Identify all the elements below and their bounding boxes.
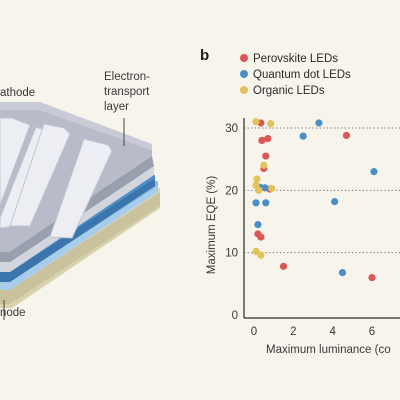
data-point-quantum-dot <box>370 168 378 176</box>
data-point-perovskite <box>258 136 266 145</box>
data-point-quantum-dot <box>338 269 347 277</box>
legend-marker-quantum-dot <box>240 70 248 78</box>
data-point-quantum-dot <box>331 197 339 206</box>
etl-label-line2: transport <box>104 86 150 98</box>
blue-layer-front <box>0 178 155 282</box>
cathode-strip <box>9 123 71 227</box>
data-point-quantum-dot <box>262 199 270 207</box>
y-tick-label: 10 <box>225 248 238 260</box>
data-point-perovskite <box>264 134 272 143</box>
cathode-strip <box>0 117 31 206</box>
y-tick-labels: 0 10 20 30 <box>225 123 238 322</box>
y-axis-title: Maximum EQE (%) <box>206 176 218 275</box>
data-point-quantum-dot <box>254 221 262 229</box>
data-point-perovskite <box>342 131 351 140</box>
anode-label: node <box>0 307 26 319</box>
panel-letter-b: b <box>200 47 209 64</box>
legend-label-perovskite: Perovskite LEDs <box>253 53 338 65</box>
y-tick-label: 20 <box>225 185 238 197</box>
etl-label-line1: Electron- <box>104 71 150 83</box>
legend-label-organic: Organic LEDs <box>253 85 325 97</box>
data-point-organic <box>253 175 261 183</box>
led-stack-diagram <box>0 102 160 320</box>
etl-plate-far-edge <box>0 102 152 150</box>
data-point-quantum-dot <box>299 132 307 140</box>
data-point-quantum-dot <box>252 199 260 207</box>
x-tick-label: 2 <box>290 326 296 338</box>
data-point-organic <box>255 186 263 194</box>
data-point-perovskite <box>279 262 288 270</box>
x-tick-label: 4 <box>329 326 336 338</box>
data-point-organic <box>257 251 265 259</box>
legend-marker-perovskite <box>240 54 248 62</box>
data-point-quantum-dot <box>261 184 269 192</box>
legend-marker-organic <box>240 86 248 94</box>
cathode-strip <box>49 138 113 239</box>
legend: Perovskite LEDs Quantum dot LEDs Organic… <box>240 53 351 97</box>
x-tick-label: 6 <box>369 326 375 338</box>
legend-label-quantum-dot: Quantum dot LEDs <box>253 69 351 81</box>
data-point-perovskite <box>368 274 376 282</box>
data-point-organic <box>252 247 260 256</box>
y-tick-label: 30 <box>225 123 238 135</box>
light-blue-layer-front <box>0 186 158 290</box>
data-point-organic <box>267 120 275 128</box>
y-tick-label: 0 <box>232 310 238 322</box>
data-point-perovskite <box>257 233 265 241</box>
data-point-organic <box>268 184 276 193</box>
data-point-quantum-dot <box>315 119 323 127</box>
x-tick-label: 0 <box>251 326 257 338</box>
x-tick-labels: 0 2 4 6 <box>251 326 375 338</box>
x-axis-title: Maximum luminance (co <box>266 344 391 356</box>
base-layer-front <box>0 192 160 304</box>
data-points <box>252 118 378 282</box>
data-point-organic <box>260 161 268 169</box>
scatter-plot: 0 10 20 30 0 2 4 6 <box>225 118 400 338</box>
cathode-label: athode <box>0 87 35 99</box>
data-point-perovskite <box>262 152 270 160</box>
cathode-strips <box>0 117 113 239</box>
data-point-organic <box>252 118 260 126</box>
etl-label-line3: layer <box>104 101 129 113</box>
axes <box>243 118 400 319</box>
